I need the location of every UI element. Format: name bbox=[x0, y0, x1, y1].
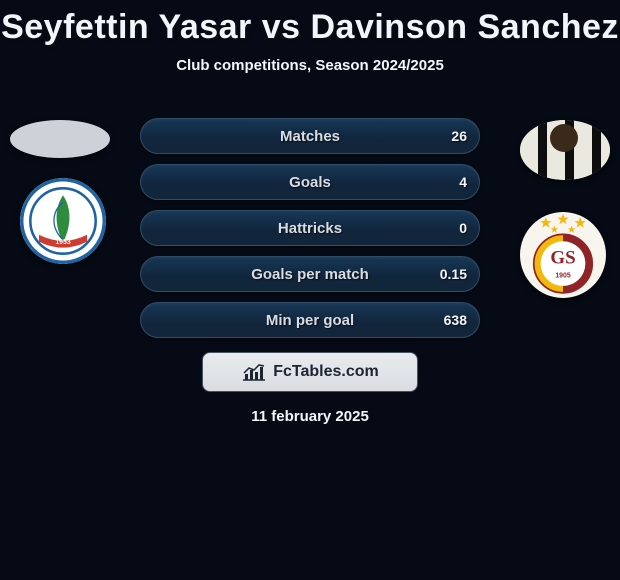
stat-right-value: 26 bbox=[451, 119, 467, 153]
player2-head-icon bbox=[550, 124, 578, 152]
stat-label: Hattricks bbox=[141, 211, 479, 245]
stat-right-value: 0 bbox=[459, 211, 467, 245]
stat-label: Matches bbox=[141, 119, 479, 153]
stat-right-value: 638 bbox=[444, 303, 467, 337]
stat-row-min-per-goal: Min per goal 638 bbox=[140, 302, 480, 338]
club1-year: 1953 bbox=[55, 239, 70, 246]
page-title: Seyfettin Yasar vs Davinson Sanchez bbox=[0, 0, 620, 47]
brand-badge: FcTables.com bbox=[202, 352, 418, 392]
stat-label: Min per goal bbox=[141, 303, 479, 337]
stat-row-goals: Goals 4 bbox=[140, 164, 480, 200]
stat-row-goals-per-match: Goals per match 0.15 bbox=[140, 256, 480, 292]
infographic-root: Seyfettin Yasar vs Davinson Sanchez Club… bbox=[0, 0, 620, 580]
club2-icon: GS 1905 bbox=[520, 212, 606, 298]
chart-icon bbox=[241, 362, 267, 382]
stat-row-hattricks: Hattricks 0 bbox=[140, 210, 480, 246]
stat-row-matches: Matches 26 bbox=[140, 118, 480, 154]
club1-icon: 1953 bbox=[20, 178, 106, 264]
date-label: 11 february 2025 bbox=[0, 408, 620, 425]
club2-badge: GS 1905 bbox=[520, 212, 606, 298]
brand-text: FcTables.com bbox=[273, 363, 379, 381]
stat-label: Goals per match bbox=[141, 257, 479, 291]
page-subtitle: Club competitions, Season 2024/2025 bbox=[0, 57, 620, 74]
player2-avatar bbox=[520, 120, 610, 180]
player1-avatar bbox=[10, 120, 110, 158]
club2-initials: GS bbox=[550, 248, 575, 269]
stat-label: Goals bbox=[141, 165, 479, 199]
club2-year: 1905 bbox=[555, 272, 570, 279]
stats-bars: Matches 26 Goals 4 Hattricks 0 Goals per… bbox=[140, 118, 480, 348]
club1-badge: 1953 bbox=[20, 178, 106, 264]
player2-jersey bbox=[520, 120, 610, 180]
stat-right-value: 0.15 bbox=[440, 257, 467, 291]
stat-right-value: 4 bbox=[459, 165, 467, 199]
club2-stars bbox=[540, 214, 586, 233]
